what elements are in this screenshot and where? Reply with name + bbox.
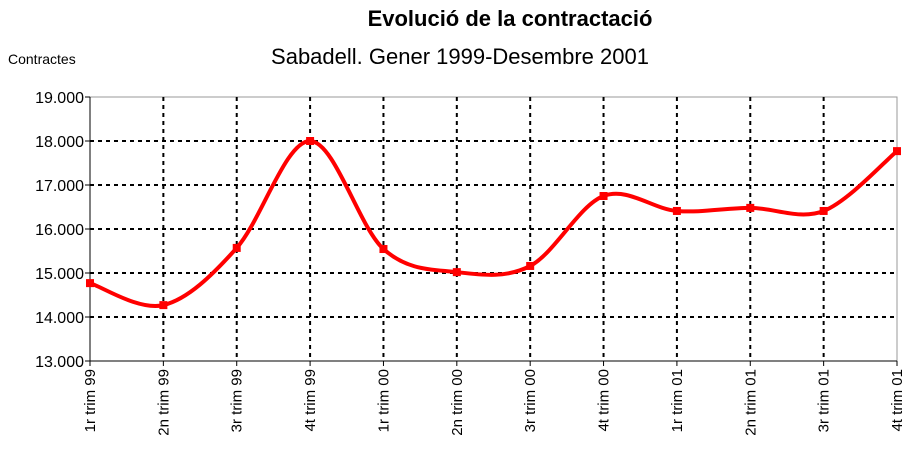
x-tick-label: 4t trim 00 [596, 369, 613, 432]
x-tick-label: 2n trim 00 [449, 369, 466, 436]
y-tick-label: 18.000 [35, 134, 84, 151]
marker [893, 147, 901, 156]
x-tick-label: 1r trim 00 [375, 369, 392, 432]
marker [672, 206, 681, 215]
x-tick-label: 3r trim 01 [816, 369, 833, 432]
y-tick-label: 19.000 [35, 90, 84, 107]
marker [819, 206, 828, 215]
marker [232, 243, 241, 252]
y-tick-label: 16.000 [35, 222, 84, 239]
y-tick-label: 14.000 [35, 310, 84, 327]
chart-subtitle: Sabadell. Gener 1999-Desembre 2001 [271, 44, 649, 69]
marker [159, 301, 168, 310]
marker [746, 203, 755, 212]
x-tick-label: 2n trim 01 [742, 369, 759, 436]
marker [452, 268, 461, 277]
marker [526, 261, 535, 270]
x-tick-label: 3r trim 99 [229, 369, 246, 432]
marker [306, 137, 315, 145]
x-tick-label: 2n trim 99 [155, 369, 172, 436]
line [89, 138, 899, 309]
marker [599, 192, 608, 200]
marker [379, 245, 388, 254]
x-tick-label: 4t trim 01 [889, 369, 905, 432]
x-tick-label: 3r trim 00 [522, 369, 539, 432]
y-axis-label: Contractes [8, 51, 76, 67]
y-tick-label: 13.000 [35, 354, 84, 371]
marker [86, 279, 94, 288]
x-tick-label: 1r trim 99 [82, 369, 99, 432]
chart-title: Evolució de la contractació [368, 6, 653, 31]
y-tick-label: 17.000 [35, 178, 84, 195]
x-tick-label: 4t trim 99 [302, 369, 319, 432]
y-tick-label: 15.000 [35, 266, 84, 283]
x-tick-label: 1r trim 01 [669, 369, 686, 432]
